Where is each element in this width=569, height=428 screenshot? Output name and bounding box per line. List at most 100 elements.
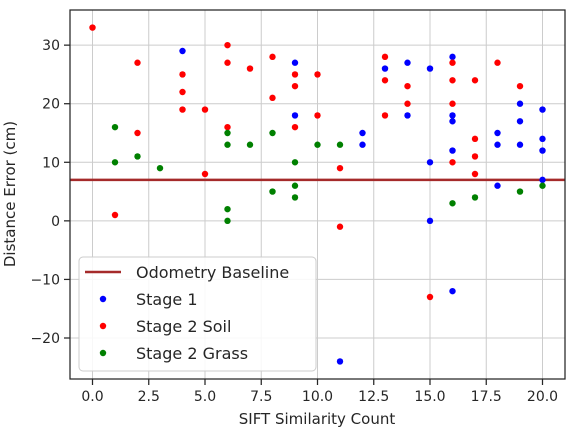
stage-2-grass-point bbox=[516, 188, 524, 195]
stage-2-soil-point bbox=[381, 77, 389, 84]
stage-2-soil-point bbox=[179, 88, 186, 96]
x-tick-label: 10.0 bbox=[302, 389, 333, 405]
stage-2-soil-point bbox=[449, 100, 456, 107]
x-tick-label: 7.5 bbox=[250, 389, 272, 405]
stage-2-soil-point bbox=[381, 112, 389, 119]
stage-2-grass-point bbox=[291, 194, 299, 201]
stage-1-point bbox=[539, 135, 546, 143]
y-tick-label: 30 bbox=[42, 38, 60, 54]
legend-swatch-stage-2-soil bbox=[99, 322, 107, 330]
stage-2-soil-point bbox=[314, 112, 321, 119]
stage-2-soil-point bbox=[471, 135, 479, 143]
stage-1-point bbox=[426, 217, 434, 225]
stage-2-soil-point bbox=[494, 59, 501, 66]
stage-1-point bbox=[404, 112, 411, 119]
legend-label-stage-1: Stage 1 bbox=[136, 290, 198, 309]
stage-2-soil-point bbox=[449, 159, 456, 166]
stage-1-point bbox=[426, 159, 434, 166]
stage-2-grass-point bbox=[246, 141, 254, 148]
stage-2-grass-point bbox=[111, 159, 119, 166]
legend-swatch-stage-2-grass bbox=[99, 349, 107, 357]
stage-2-soil-point bbox=[201, 106, 209, 113]
stage-2-grass-point bbox=[449, 200, 456, 207]
legend: Odometry Baseline Stage 1 Stage 2 Soil Stag… bbox=[78, 256, 317, 372]
stage-2-grass-point bbox=[291, 159, 299, 166]
stage-2-soil-point bbox=[336, 164, 344, 172]
stage-1-point bbox=[291, 59, 299, 66]
stage-2-soil-point bbox=[291, 82, 299, 90]
stage-2-soil-point bbox=[89, 24, 96, 31]
stage-2-soil-point bbox=[516, 82, 524, 90]
legend-box bbox=[78, 256, 317, 372]
x-tick-label: 5.0 bbox=[194, 389, 216, 405]
stage-1-point bbox=[516, 141, 524, 148]
legend-label-stage-2-grass: Stage 2 Grass bbox=[136, 344, 248, 363]
stage-1-point bbox=[449, 53, 456, 61]
stage-2-grass-point bbox=[471, 194, 479, 201]
stage-1-point bbox=[539, 176, 546, 184]
x-tick-label: 20.0 bbox=[527, 389, 558, 405]
x-axis-title: SIFT Similarity Count bbox=[239, 410, 396, 428]
stage-2-soil-point bbox=[449, 77, 456, 84]
y-tick-label: 10 bbox=[42, 155, 60, 171]
stage-2-soil-point bbox=[336, 223, 344, 230]
stage-1-point bbox=[381, 65, 389, 72]
stage-1-point bbox=[539, 106, 546, 113]
stage-1-point bbox=[516, 100, 524, 107]
stage-1-point bbox=[291, 112, 299, 119]
stage-2-soil-point bbox=[471, 153, 479, 160]
stage-2-soil-point bbox=[404, 82, 411, 90]
stage-1-point bbox=[539, 147, 546, 154]
x-tick-label: 12.5 bbox=[358, 389, 389, 405]
stage-2-soil-point bbox=[179, 71, 186, 78]
axis-ticks: 0.0 2.5 5.0 7.5 10.0 12.5 15.0 17.5 20.0 −20 −10 0 1… bbox=[30, 38, 558, 405]
stage-1-point bbox=[336, 358, 344, 365]
stage-2-soil-point bbox=[134, 59, 141, 66]
x-tick-label: 0.0 bbox=[81, 389, 103, 405]
stage-2-grass-point bbox=[111, 123, 119, 131]
stage-2-soil-point bbox=[314, 71, 321, 78]
y-axis-title: Distance Error (cm) bbox=[1, 121, 19, 267]
stage-1-point bbox=[359, 129, 366, 137]
stage-2-soil-point bbox=[291, 123, 299, 131]
stage-2-grass-point bbox=[224, 141, 231, 148]
stage-1-point bbox=[449, 287, 456, 295]
stage-1-point bbox=[494, 141, 501, 148]
stage-2-soil-point bbox=[134, 129, 141, 137]
stage-1-point bbox=[404, 59, 411, 66]
x-tick-label: 2.5 bbox=[138, 389, 160, 405]
stage-1-point bbox=[449, 112, 456, 119]
stage-2-soil-point bbox=[471, 170, 479, 178]
stage-1-point bbox=[449, 118, 456, 125]
legend-swatch-stage-1 bbox=[99, 295, 107, 303]
stage-1-point bbox=[359, 141, 366, 148]
x-tick-label: 15.0 bbox=[414, 389, 445, 405]
stage-2-grass-point bbox=[336, 141, 344, 148]
stage-2-grass-point bbox=[539, 182, 546, 189]
stage-2-soil-point bbox=[426, 293, 434, 301]
stage-2-soil-point bbox=[246, 65, 254, 72]
stage-2-grass-point bbox=[224, 217, 231, 225]
stage-2-soil-point bbox=[111, 211, 119, 219]
stage-2-grass-point bbox=[291, 182, 299, 189]
stage-1-point bbox=[516, 118, 524, 125]
stage-1-point bbox=[449, 147, 456, 154]
stage-2-soil-point bbox=[179, 106, 186, 113]
stage-2-grass-point bbox=[156, 164, 164, 172]
stage-1-point bbox=[494, 129, 501, 137]
stage-2-grass-point bbox=[134, 153, 141, 160]
stage-2-soil-point bbox=[224, 59, 231, 66]
y-tick-label: −20 bbox=[30, 331, 60, 347]
stage-2-soil-point bbox=[449, 59, 456, 66]
stage-2-soil-point bbox=[404, 100, 411, 107]
stage-1-point bbox=[179, 47, 186, 55]
data-points bbox=[89, 24, 546, 365]
stage-2-soil-point bbox=[201, 170, 209, 178]
stage-2-grass-point bbox=[314, 141, 321, 148]
stage-2-soil-point bbox=[269, 53, 276, 61]
stage-2-soil-point bbox=[291, 71, 299, 78]
stage-2-soil-point bbox=[471, 77, 479, 84]
stage-1-point bbox=[426, 65, 434, 72]
y-tick-label: 20 bbox=[42, 97, 60, 113]
